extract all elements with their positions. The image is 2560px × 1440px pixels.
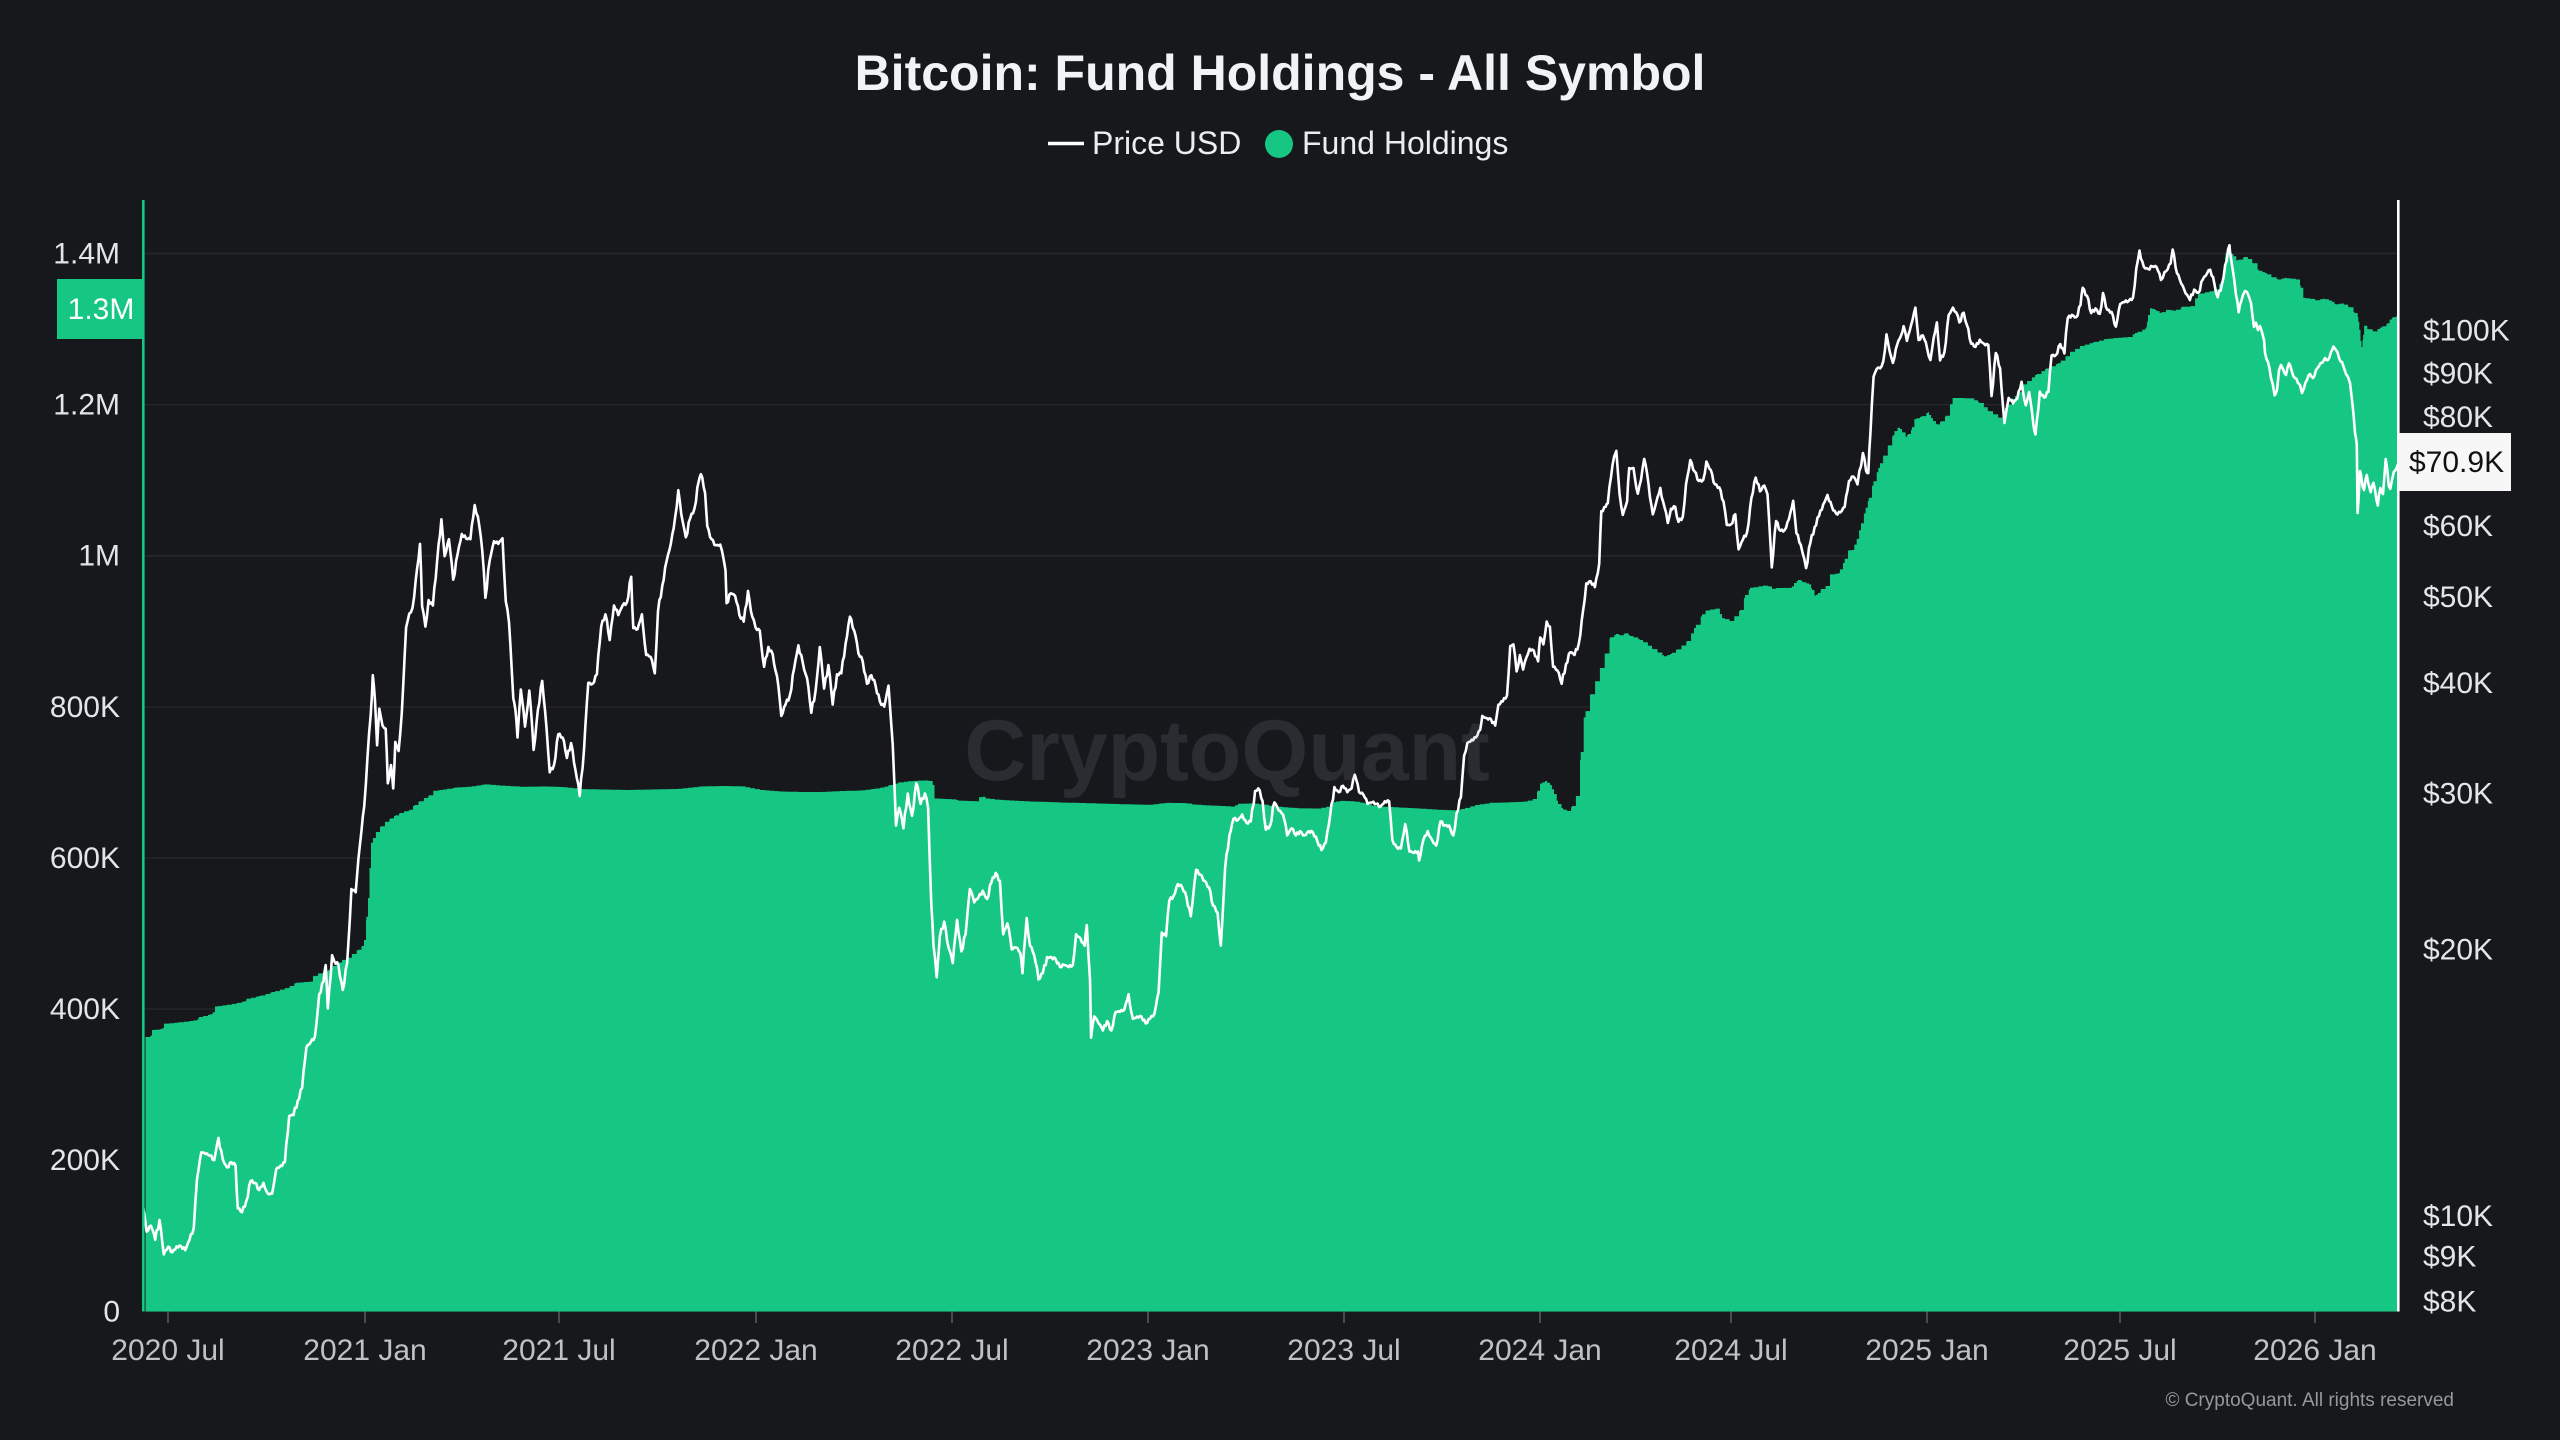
svg-text:2021 Jan: 2021 Jan [303, 1334, 426, 1367]
svg-text:800K: 800K [50, 691, 120, 724]
svg-text:$70.9K: $70.9K [2409, 446, 2504, 479]
svg-text:$60K: $60K [2423, 510, 2493, 543]
svg-text:2021 Jul: 2021 Jul [502, 1334, 615, 1367]
svg-text:$30K: $30K [2423, 778, 2493, 811]
svg-text:1M: 1M [78, 540, 120, 573]
svg-text:2023 Jan: 2023 Jan [1086, 1334, 1209, 1367]
svg-text:1.2M: 1.2M [53, 389, 120, 422]
svg-text:2023 Jul: 2023 Jul [1287, 1334, 1400, 1367]
svg-text:Fund Holdings: Fund Holdings [1302, 125, 1508, 161]
svg-text:2026 Jan: 2026 Jan [2253, 1334, 2376, 1367]
svg-text:2020 Jul: 2020 Jul [111, 1334, 224, 1367]
svg-text:200K: 200K [50, 1144, 120, 1177]
svg-text:CryptoQuant: CryptoQuant [964, 703, 1490, 799]
svg-text:$90K: $90K [2423, 357, 2493, 390]
svg-text:0: 0 [103, 1295, 120, 1328]
svg-text:600K: 600K [50, 842, 120, 875]
svg-text:2022 Jul: 2022 Jul [895, 1334, 1008, 1367]
svg-text:2024 Jan: 2024 Jan [1478, 1334, 1601, 1367]
svg-text:2025 Jan: 2025 Jan [1865, 1334, 1988, 1367]
svg-text:$20K: $20K [2423, 934, 2493, 967]
svg-text:© CryptoQuant. All rights rese: © CryptoQuant. All rights reserved [2165, 1390, 2454, 1411]
svg-text:2022 Jan: 2022 Jan [694, 1334, 817, 1367]
svg-text:$40K: $40K [2423, 667, 2493, 700]
svg-text:$50K: $50K [2423, 581, 2493, 614]
svg-text:1.3M: 1.3M [68, 293, 135, 326]
svg-text:1.4M: 1.4M [53, 238, 120, 271]
svg-text:$8K: $8K [2423, 1286, 2476, 1319]
svg-text:$10K: $10K [2423, 1200, 2493, 1233]
svg-text:Price USD: Price USD [1092, 125, 1241, 161]
svg-text:400K: 400K [50, 993, 120, 1026]
svg-text:$100K: $100K [2423, 314, 2510, 347]
svg-text:2025 Jul: 2025 Jul [2063, 1334, 2176, 1367]
svg-text:$80K: $80K [2423, 401, 2493, 434]
svg-text:$9K: $9K [2423, 1241, 2476, 1274]
svg-text:Bitcoin: Fund Holdings - All S: Bitcoin: Fund Holdings - All Symbol [855, 45, 1706, 101]
svg-text:2024 Jul: 2024 Jul [1674, 1334, 1787, 1367]
